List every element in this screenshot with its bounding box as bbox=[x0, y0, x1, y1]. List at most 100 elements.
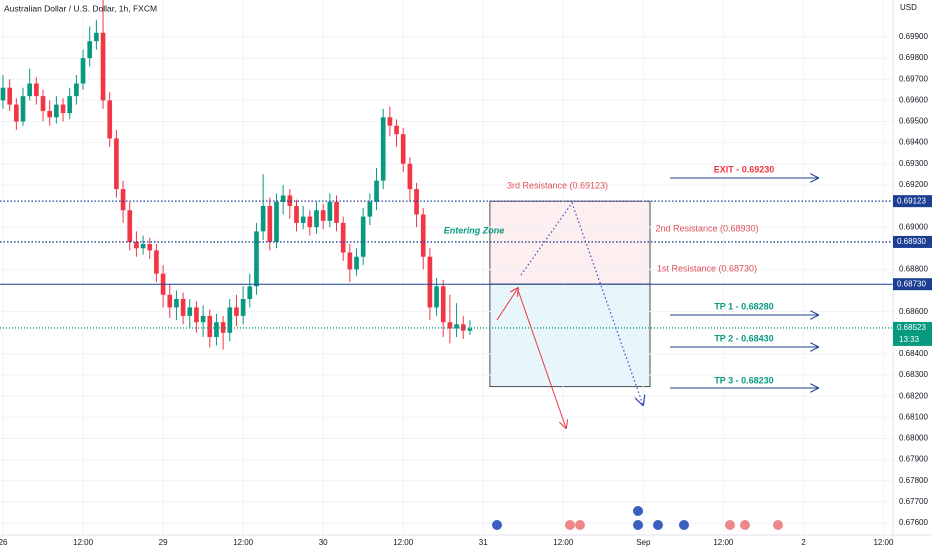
y-tick-label: 0.67600 bbox=[899, 518, 928, 527]
candle-body bbox=[174, 298, 179, 308]
candle-body bbox=[380, 117, 386, 181]
annotation: 1st Resistance (0.68730) bbox=[657, 263, 757, 273]
candle-body bbox=[227, 307, 233, 333]
candle-body bbox=[100, 32, 106, 101]
candle-body bbox=[287, 195, 293, 207]
x-tick-label: 12:00 bbox=[233, 538, 254, 547]
annotation: TP 1 - 0.68280 bbox=[714, 301, 773, 311]
annotation: 2nd Resistance (0.68930) bbox=[655, 223, 758, 233]
zone bbox=[489, 200, 651, 285]
event-icon bbox=[633, 506, 643, 516]
dotted-arrow bbox=[520, 201, 643, 405]
candle-body bbox=[87, 41, 93, 59]
chart-title: Australian Dollar / U.S. Dollar, 1h, FXC… bbox=[4, 3, 157, 13]
event-icons bbox=[492, 506, 783, 530]
y-tick-label: 0.68100 bbox=[899, 412, 928, 421]
candle-body bbox=[460, 324, 466, 331]
candle-body bbox=[60, 104, 66, 114]
y-tick-label: 0.68400 bbox=[899, 349, 928, 358]
x-tick-label: 2 bbox=[801, 538, 806, 547]
candle-body bbox=[280, 195, 286, 202]
candle-body bbox=[354, 256, 359, 270]
candle-body bbox=[420, 214, 426, 257]
candle-body bbox=[374, 180, 379, 202]
x-tick-label: 12:00 bbox=[713, 538, 734, 547]
event-icon bbox=[492, 520, 502, 530]
arrow bbox=[496, 288, 518, 321]
candle-body bbox=[274, 201, 279, 242]
candle-body bbox=[0, 87, 6, 101]
annotation: 3rd Resistance (0.69123) bbox=[507, 180, 608, 190]
axes: 0.67600 0.67700 0.67800 0.67900 0.68000 0.681… bbox=[0, 32, 932, 547]
candle-body bbox=[47, 110, 53, 118]
candle-body bbox=[54, 104, 59, 118]
event-icon bbox=[773, 520, 783, 530]
y-tick-label: 0.69000 bbox=[899, 222, 928, 231]
x-tick-label: 12:00 bbox=[393, 538, 414, 547]
candle-body bbox=[34, 83, 39, 97]
candle-body bbox=[334, 201, 339, 223]
x-tick-label: Sep bbox=[636, 538, 651, 547]
x-tick-label: 30 bbox=[319, 538, 328, 547]
y-tick-label: 0.69200 bbox=[899, 180, 928, 189]
price-label-box bbox=[893, 321, 932, 346]
candle-body bbox=[94, 32, 99, 42]
candle-body bbox=[234, 307, 239, 316]
price-label-box bbox=[893, 278, 932, 291]
y-tick-label: 0.68800 bbox=[899, 265, 928, 274]
event-icon bbox=[740, 520, 750, 530]
price-label-box bbox=[893, 195, 932, 208]
candle-body bbox=[300, 216, 306, 223]
price-label: 0.68930 bbox=[897, 237, 926, 246]
candle-body bbox=[214, 322, 219, 338]
y-tick-label: 0.69400 bbox=[899, 138, 928, 147]
candle-body bbox=[267, 206, 273, 242]
zones bbox=[489, 200, 651, 388]
price-label: 0.69123 bbox=[897, 196, 926, 205]
candle-body bbox=[80, 58, 86, 84]
drawings bbox=[496, 178, 818, 428]
candle-body bbox=[247, 286, 253, 299]
grid bbox=[0, 0, 893, 535]
candle-body bbox=[454, 324, 459, 329]
candle-body bbox=[307, 216, 313, 228]
y-tick-label: 0.67900 bbox=[899, 455, 928, 464]
event-icon bbox=[575, 520, 585, 530]
x-tick-label: 26 bbox=[0, 538, 8, 547]
annotation: Entering Zone bbox=[444, 225, 505, 235]
candle-body bbox=[400, 134, 406, 164]
event-icon bbox=[653, 520, 663, 530]
annotation: TP 3 - 0.68230 bbox=[714, 375, 773, 385]
y-tick-label: 0.67700 bbox=[899, 497, 928, 506]
candle-body bbox=[314, 210, 319, 228]
candle-body bbox=[447, 322, 453, 329]
candle-body bbox=[14, 104, 19, 122]
candle-body bbox=[187, 307, 193, 316]
y-tick-label: 0.69700 bbox=[899, 74, 928, 83]
y-tick-label: 0.69800 bbox=[899, 53, 928, 62]
candle-body bbox=[347, 252, 353, 270]
candle-body bbox=[120, 189, 126, 211]
y-tick-label: 0.69500 bbox=[899, 117, 928, 126]
candle-body bbox=[114, 138, 119, 190]
candle-body bbox=[7, 87, 13, 105]
price-label: 0.68523 bbox=[897, 323, 926, 332]
candles bbox=[0, 0, 473, 350]
x-tick-label: 12:00 bbox=[73, 538, 94, 547]
candle-body bbox=[387, 117, 393, 126]
candle-body bbox=[127, 210, 133, 242]
y-tick-label: 0.68200 bbox=[899, 391, 928, 400]
candle-body bbox=[440, 286, 446, 323]
candle-body bbox=[74, 83, 79, 97]
candle-body bbox=[407, 163, 413, 190]
event-icon bbox=[633, 520, 643, 530]
candle-body bbox=[367, 201, 373, 217]
candle-body bbox=[67, 96, 73, 114]
annotation: EXIT - 0.69230 bbox=[714, 164, 775, 174]
price-label-box bbox=[893, 235, 932, 248]
candle-body bbox=[240, 298, 246, 316]
candle-body bbox=[194, 307, 199, 323]
candle-body bbox=[360, 216, 366, 257]
annotation: TP 2 - 0.68430 bbox=[714, 333, 773, 343]
